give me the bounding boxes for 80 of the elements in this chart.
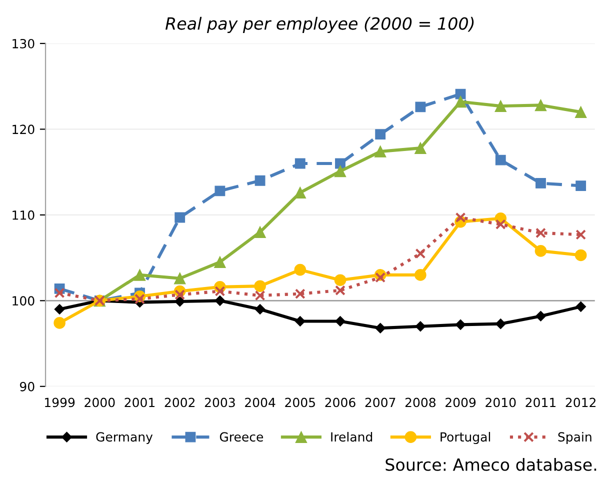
- point: [214, 186, 226, 196]
- legend-label: Ireland: [331, 432, 372, 442]
- point: [375, 129, 386, 140]
- point: [174, 296, 186, 307]
- legend-label: Portugal: [440, 432, 490, 444]
- x-tick-label: 2008: [405, 398, 436, 408]
- y-tick-label: 120: [12, 124, 34, 134]
- x-tick-label: 2000: [84, 398, 115, 408]
- point: [254, 290, 266, 301]
- point: [414, 142, 426, 154]
- x-tick-label: 2012: [566, 398, 596, 408]
- point: [374, 146, 386, 158]
- point: [294, 316, 306, 327]
- x-tick-label: 2011: [526, 398, 556, 408]
- point: [334, 165, 346, 178]
- y-tick-label: 100: [12, 296, 34, 306]
- point: [294, 264, 306, 276]
- point: [576, 180, 586, 191]
- x-tick-label: 2002: [164, 398, 195, 408]
- point: [254, 280, 266, 292]
- point: [335, 285, 346, 296]
- x-tick-label: 2003: [204, 398, 235, 408]
- point: [174, 289, 186, 300]
- point: [494, 100, 507, 112]
- point: [334, 274, 346, 286]
- point: [454, 96, 466, 108]
- x-tick-label: 2005: [285, 398, 315, 408]
- x-tick-label: 2006: [325, 398, 356, 408]
- point: [254, 226, 266, 238]
- legend-label: Spain: [558, 432, 592, 444]
- point: [375, 272, 386, 283]
- x-tick-label: 2010: [486, 398, 516, 408]
- point: [334, 316, 346, 327]
- point: [535, 310, 546, 322]
- x-tick-label: 1999: [45, 398, 75, 408]
- point: [54, 304, 65, 314]
- point: [294, 288, 306, 300]
- point: [375, 322, 386, 334]
- x-tick-label: 2001: [124, 398, 155, 408]
- point: [214, 295, 226, 306]
- point: [574, 106, 587, 118]
- point: [455, 88, 466, 100]
- point: [254, 304, 266, 314]
- point: [576, 229, 586, 240]
- point: [574, 249, 587, 262]
- x-tick-label: 2007: [365, 398, 396, 408]
- point: [134, 294, 145, 304]
- y-tick-label: 130: [12, 38, 34, 48]
- chart-title: Real pay per employee (2000 = 100): [166, 16, 474, 34]
- point: [174, 212, 186, 223]
- point: [534, 245, 547, 257]
- point: [455, 319, 466, 330]
- point: [455, 212, 466, 223]
- point: [294, 186, 306, 199]
- legend-label: Greece: [220, 432, 264, 442]
- point: [415, 102, 426, 112]
- point: [536, 178, 546, 188]
- source-note: Source: Ameco database.: [386, 458, 596, 471]
- point: [54, 288, 65, 298]
- y-tick-label: 110: [12, 210, 34, 220]
- point: [495, 219, 506, 230]
- point: [495, 318, 506, 330]
- x-tick-label: 2004: [245, 398, 276, 408]
- point: [534, 99, 547, 112]
- point: [214, 286, 226, 296]
- point: [294, 158, 306, 169]
- point: [134, 269, 146, 281]
- point: [576, 301, 586, 312]
- x-tick-label: 2009: [446, 398, 476, 408]
- point: [415, 321, 426, 332]
- point: [495, 154, 506, 166]
- point: [54, 317, 66, 329]
- point: [254, 175, 266, 186]
- point: [415, 248, 426, 259]
- point: [214, 256, 226, 268]
- legend-label: Germany: [96, 432, 153, 444]
- point: [536, 228, 546, 238]
- y-tick-label: 90: [20, 382, 34, 392]
- point: [174, 272, 186, 284]
- point: [414, 269, 426, 281]
